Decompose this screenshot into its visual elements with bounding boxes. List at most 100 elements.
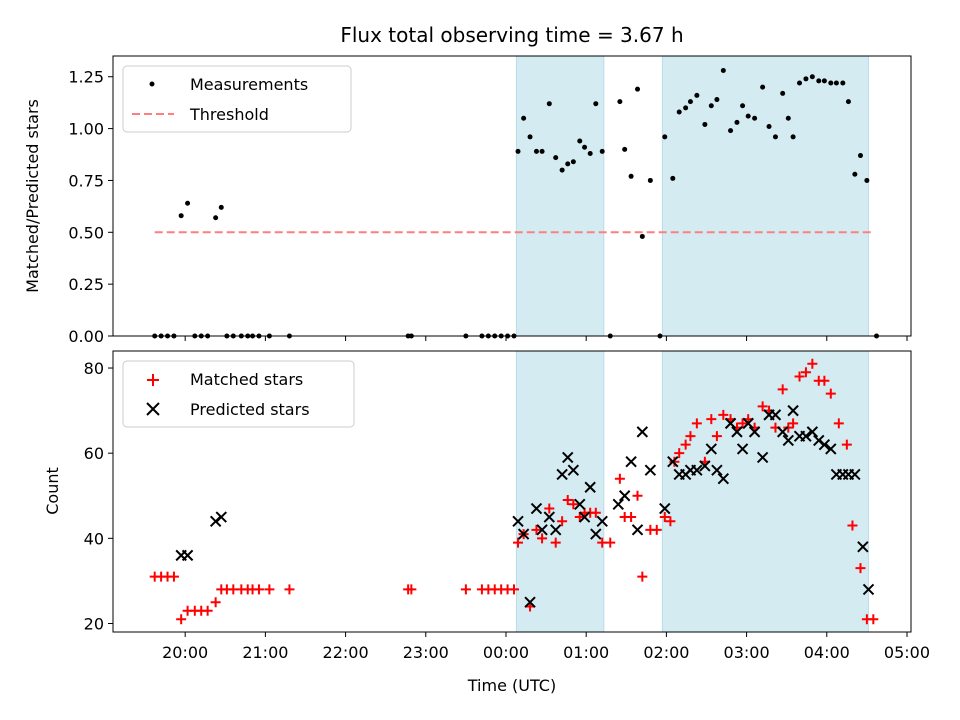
- predicted-star-point: [631, 524, 644, 536]
- y-tick-label: 0.00: [68, 327, 104, 346]
- predicted-star-point: [667, 455, 679, 468]
- measurement-point: [647, 177, 653, 183]
- matched-star-point: [614, 473, 625, 484]
- matched-star-point: [210, 597, 221, 608]
- measurement-point: [760, 84, 766, 90]
- x-tick-label: 20:00: [162, 643, 208, 662]
- predicted-star-point: [618, 490, 631, 502]
- measurement-point: [546, 101, 552, 107]
- measurement-point: [670, 175, 676, 181]
- matched-star-point: [868, 614, 879, 625]
- measurement-point: [559, 167, 565, 173]
- predicted-star-point: [543, 511, 556, 523]
- matched-star-point: [847, 520, 858, 531]
- predicted-star-point: [699, 460, 711, 472]
- measurement-point: [752, 115, 758, 121]
- measurement-point: [683, 105, 689, 111]
- count-legend: Matched stars Predicted stars: [122, 360, 355, 428]
- predicted-star-point: [717, 473, 730, 485]
- measurement-point: [772, 134, 778, 140]
- ratio-panel: 0.00 0.25 0.50 0.75 1.00 1.25 Matched/Predict…: [23, 55, 912, 346]
- matched-star-point: [605, 537, 616, 548]
- y-tick-label: 0.50: [68, 223, 104, 242]
- legend-matched-label: Matched stars: [190, 370, 303, 389]
- measurement-point: [533, 148, 539, 154]
- predicted-star-point: [612, 498, 624, 510]
- matched-star-point: [168, 571, 179, 582]
- predicted-star-point: [181, 549, 194, 562]
- predicted-star-point: [512, 515, 524, 528]
- measurement-point: [734, 119, 740, 125]
- matched-star-point: [855, 563, 866, 574]
- matched-star-point: [711, 431, 722, 442]
- measurement-point: [809, 74, 815, 80]
- measurement-point: [833, 80, 839, 86]
- matched-star-point: [637, 571, 648, 582]
- matched-star-point: [284, 584, 295, 595]
- predicted-star-point: [550, 524, 562, 536]
- measurement-point: [628, 173, 634, 179]
- predicted-star-point: [596, 515, 608, 528]
- measurement-point: [803, 76, 809, 82]
- matched-star-point: [659, 512, 670, 523]
- measurement-point: [593, 101, 599, 107]
- matched-star-point: [777, 384, 788, 395]
- chart-title: Flux total observing time = 3.67 h: [340, 23, 683, 47]
- x-tick-label: 04:00: [804, 643, 850, 662]
- measurement-point: [676, 109, 682, 115]
- measurement-point: [570, 159, 576, 165]
- measurement-point: [840, 80, 846, 86]
- count-y-axis-label: Count: [43, 467, 62, 515]
- matched-star-point: [718, 409, 729, 420]
- matched-star-point: [737, 418, 748, 429]
- predicted-star-point: [691, 464, 703, 476]
- measurement-point: [527, 134, 533, 140]
- predicted-star-point: [578, 511, 591, 523]
- matched-star-point: [825, 388, 836, 399]
- matched-star-point: [685, 431, 696, 442]
- measurement-point: [821, 78, 827, 84]
- predicted-star-point: [756, 451, 769, 464]
- matched-star-point: [509, 584, 520, 595]
- measurement-point: [213, 215, 219, 221]
- predicted-star-point: [644, 464, 657, 476]
- matched-star-point: [557, 516, 568, 527]
- predicted-star-point: [536, 524, 548, 536]
- measurement-point: [582, 144, 588, 150]
- x-axis-label: Time (UTC): [467, 676, 556, 695]
- matched-star-point: [550, 537, 561, 548]
- predicted-star-point: [825, 443, 837, 455]
- legend-measurements-label: Measurements: [190, 75, 308, 94]
- predicted-star-point: [517, 528, 530, 540]
- measurement-point: [553, 155, 559, 161]
- matched-star-point: [665, 516, 676, 527]
- measurement-point: [218, 204, 224, 210]
- matched-star-point: [841, 439, 852, 450]
- measurement-point: [539, 148, 545, 154]
- measurement-point: [515, 148, 521, 154]
- predicted-star-point: [574, 498, 586, 510]
- x-tick-label: 02:00: [643, 643, 689, 662]
- legend-measurements-marker: [149, 81, 155, 87]
- predicted-star-point: [736, 443, 749, 455]
- predicted-star-point: [800, 430, 812, 442]
- y-tick-label: 20: [84, 614, 104, 633]
- count-panel: 20 40 60 80 20:00 21:00 22:00 23:00 00:00 01:00 02…: [43, 350, 930, 662]
- matched-star-point: [819, 375, 830, 386]
- matched-star-point: [800, 367, 811, 378]
- measurement-point: [702, 121, 708, 127]
- predicted-star-point: [769, 409, 782, 421]
- x-tick-label: 23:00: [403, 643, 449, 662]
- matched-star-point: [788, 418, 799, 429]
- predicted-star-point: [748, 426, 761, 438]
- measurement-point: [785, 115, 791, 121]
- measurement-point: [816, 78, 822, 84]
- measurement-point: [577, 138, 583, 144]
- x-tick-label: 00:00: [483, 643, 529, 662]
- measurement-point: [662, 134, 668, 140]
- y-tick-label: 80: [84, 359, 104, 378]
- measurement-point: [635, 86, 641, 92]
- observing-interval-band: [515, 350, 605, 633]
- measurement-point: [790, 134, 796, 140]
